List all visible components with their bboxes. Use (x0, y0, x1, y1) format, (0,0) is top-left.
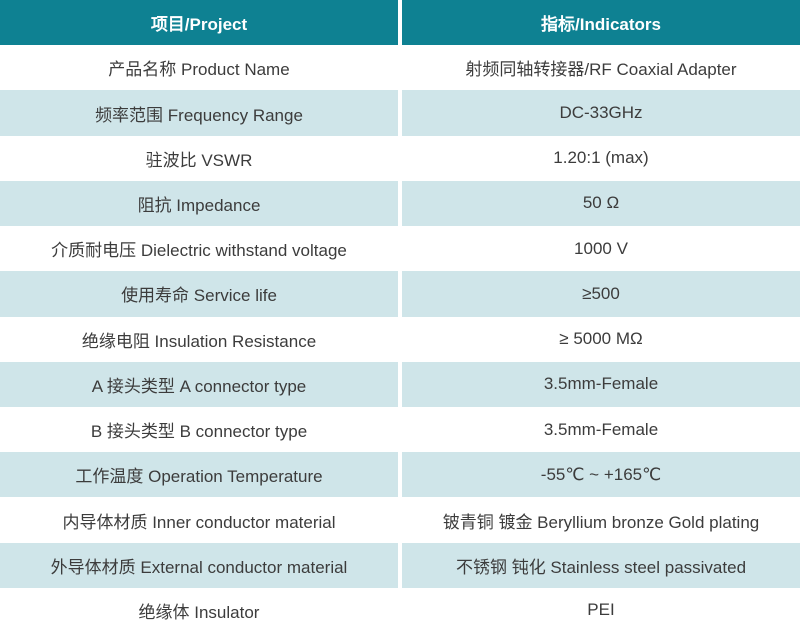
row-value-cell: 不锈钢 钝化 Stainless steel passivated (398, 542, 800, 588)
row-value-cell: 1.20:1 (max) (398, 135, 800, 181)
row-label-cell: 外导体材质 External conductor material (50, 557, 348, 577)
row-value-cell: 铍青铜 镀金 Beryllium bronze Gold plating (398, 497, 800, 543)
row-value-cell: -55℃ ~ +165℃ (398, 452, 800, 498)
table-row: B 接头类型 B connector type 3.5mm-Female (0, 406, 800, 453)
row-label-cell: 介质耐电压 Dielectric withstand voltage (51, 241, 347, 261)
table-row: 内导体材质 Inner conductor material 铍青铜 镀金 Be… (0, 497, 800, 543)
table-row: 频率范围 Frequency Range DC-33GHz (0, 90, 800, 136)
table-row: 工作温度 Operation Temperature -55℃ ~ +165℃ (0, 452, 800, 498)
header-cell-indicators: 指标/Indicators (398, 0, 800, 46)
row-label-cell: 驻波比 VSWR (145, 150, 253, 170)
row-label-cell: A 接头类型 A connector type (91, 376, 307, 396)
row-label-cell: 内导体材质 Inner conductor material (62, 512, 336, 532)
row-label-cell: 绝缘体 Insulator (138, 602, 260, 622)
row-value-cell: 3.5mm-Female (398, 406, 800, 453)
table-row: 使用寿命 Service life ≥500 (0, 271, 800, 317)
table-row: 绝缘体 Insulator PEI (0, 587, 800, 633)
table-row: 外导体材质 External conductor material 不锈钢 钝化… (0, 542, 800, 588)
row-label-cell: 产品名称 Product Name (108, 60, 290, 80)
row-label-cell: 频率范围 Frequency Range (95, 105, 303, 125)
header-cell-project: 项目/Project (150, 15, 248, 35)
row-label-cell: 阻抗 Impedance (137, 195, 261, 215)
row-value-cell: 50 Ω (398, 180, 800, 227)
row-label-cell: 工作温度 Operation Temperature (75, 467, 323, 487)
row-value-cell: 1000 V (398, 226, 800, 272)
row-value-cell: 射频同轴转接器/RF Coaxial Adapter (398, 45, 800, 91)
table-row: 介质耐电压 Dielectric withstand voltage 1000 … (0, 226, 800, 272)
row-value-cell: 3.5mm-Female (398, 361, 800, 407)
table-row: A 接头类型 A connector type 3.5mm-Female (0, 361, 800, 407)
row-label-cell: B 接头类型 B connector type (90, 422, 308, 442)
row-label-cell: 使用寿命 Service life (121, 286, 277, 306)
table-row: 驻波比 VSWR 1.20:1 (max) (0, 135, 800, 181)
row-value-cell: PEI (398, 587, 800, 633)
row-value-cell: ≥500 (398, 271, 800, 317)
table-row: 绝缘电阻 Insulation Resistance ≥ 5000 MΩ (0, 316, 800, 362)
row-value-cell: DC-33GHz (398, 90, 800, 136)
table-row: 产品名称 Product Name 射频同轴转接器/RF Coaxial Ada… (0, 45, 800, 91)
row-value-cell: ≥ 5000 MΩ (398, 316, 800, 362)
table-row: 阻抗 Impedance 50 Ω (0, 180, 800, 227)
row-label-cell: 绝缘电阻 Insulation Resistance (81, 331, 317, 351)
table-header-row: 项目/Project 指标/Indicators (0, 0, 800, 46)
